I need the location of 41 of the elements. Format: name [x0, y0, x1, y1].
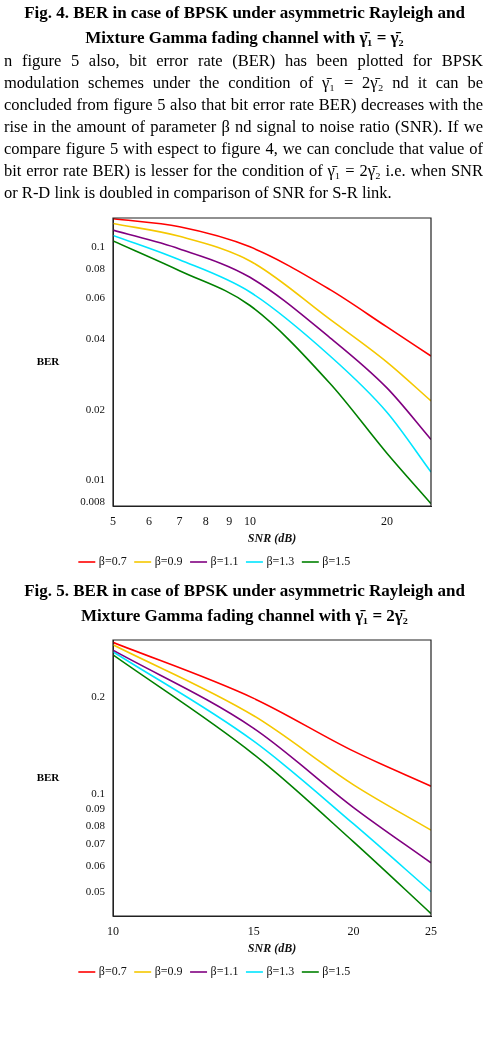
x-tick-label: 9	[226, 513, 233, 528]
x-tick-label: 5	[110, 513, 116, 528]
y-tick-label: 0.07	[85, 837, 106, 850]
x-axis-title: SNR (dB)	[247, 940, 297, 955]
x-axis-title: SNR (dB)	[247, 530, 297, 545]
y-tick-label: 0.06	[85, 858, 106, 871]
y-tick-label: 0.02	[85, 402, 105, 415]
legend-label: β=0.7	[98, 964, 127, 979]
y-tick-label: 0.04	[85, 332, 106, 345]
legend-label: β=1.3	[266, 964, 295, 979]
legend-label: β=1.5	[322, 964, 351, 979]
y-axis-title: BER	[36, 770, 61, 783]
legend-label: β=0.7	[98, 554, 127, 569]
legend-label: β=1.1	[210, 964, 239, 979]
y-tick-label: 0.1	[91, 239, 105, 252]
y-tick-label: 0.2	[91, 689, 105, 702]
x-tick-label: 25	[425, 923, 437, 938]
x-tick-label: 8	[202, 513, 209, 528]
legend-label: β=1.3	[266, 554, 295, 569]
x-tick-label: 20	[380, 513, 393, 528]
y-tick-label: 0.05	[85, 884, 106, 897]
x-tick-label: 6	[146, 513, 153, 528]
y-tick-label: 0.08	[85, 262, 106, 275]
x-tick-label: 15	[247, 923, 260, 938]
legend-label: β=1.5	[322, 554, 351, 569]
x-tick-label: 10	[243, 513, 256, 528]
y-tick-label: 0.1	[91, 787, 105, 800]
text: n figure 5 also, bit error rate (BER) has been plotted for BPSK modulation schemes under the condition of γ̄₁ = 2γ̄₂ nd it can be concluded from figure 5 also that bit error rate BER) decreases with the rise in the amount of parameter β nd signal to noise ratio (SNR). If we compare figure 5 with espect to figure 4, we can conclude that value of bit error rate BER) is lesser for the condition of γ̄₁ = 2γ̄₂ i.e. when SNR or R-D link is doubled in comparison of SNR for S-R link.	[4, 50, 483, 204]
x-tick-label: 10	[107, 923, 119, 938]
y-tick-label: 0.008	[80, 495, 106, 508]
y-tick-label: 0.09	[85, 802, 106, 815]
legend-label: β=0.9	[154, 964, 183, 979]
y-tick-label: 0.01	[85, 472, 105, 485]
y-tick-label: 0.06	[85, 291, 106, 304]
y-tick-label: 0.08	[85, 818, 106, 831]
legend-label: β=1.1	[210, 554, 239, 569]
x-tick-label: 7	[176, 513, 183, 528]
legend-label: β=0.9	[154, 554, 183, 569]
y-axis-title: BER	[36, 354, 61, 367]
caption: Fig. 5. BER in case of BPSK under asymmetric Rayleigh and Mixture Gamma fading channel with γ̄₁ = 2γ̄₂	[23, 580, 466, 627]
x-tick-label: 20	[347, 923, 360, 938]
